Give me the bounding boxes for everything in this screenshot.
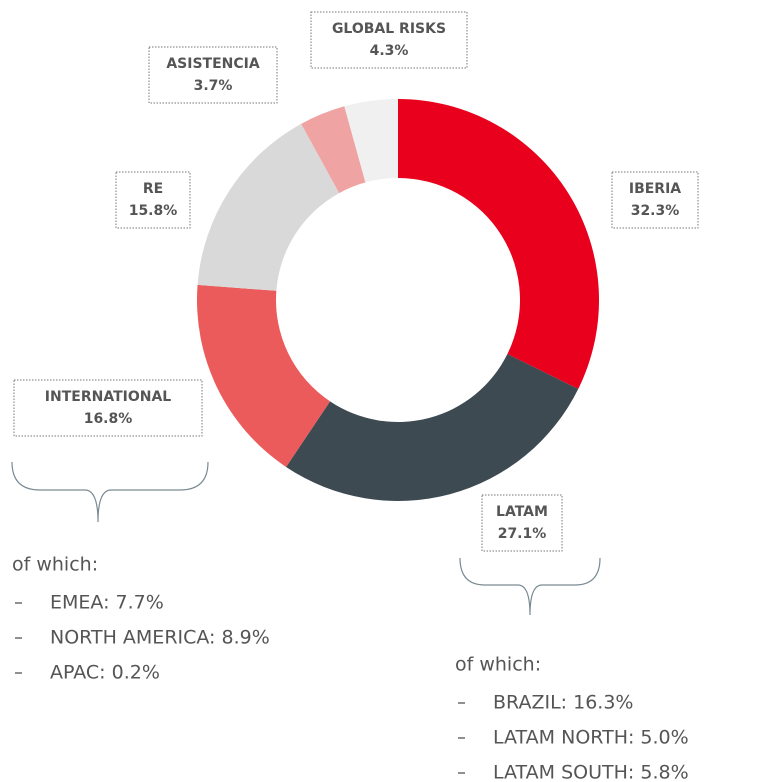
slice-label: GLOBAL RISKS	[332, 21, 446, 37]
slice	[197, 123, 340, 291]
slice-label: ASISTENCIA	[166, 56, 260, 72]
slice	[398, 99, 599, 389]
brace	[459, 557, 601, 616]
slice-label: RE	[143, 181, 163, 197]
slice-value: 32.3%	[631, 203, 680, 219]
slice-value: 16.8%	[84, 411, 133, 427]
label-box	[13, 379, 203, 437]
breakdown-heading: of which:	[12, 554, 98, 576]
label-box	[611, 171, 699, 229]
breakdown-item: NORTH AMERICA: 8.9%	[50, 627, 270, 649]
label-box	[148, 46, 278, 104]
slice-value: 15.8%	[129, 203, 178, 219]
brace	[11, 461, 209, 523]
breakdown-item: BRAZIL: 16.3%	[493, 692, 633, 714]
breakdown-item: APAC: 0.2%	[50, 662, 160, 684]
breakdown-item: LATAM NORTH: 5.0%	[493, 727, 689, 749]
label-box	[310, 11, 468, 69]
slice-label: IBERIA	[629, 181, 681, 197]
label-box	[481, 494, 563, 552]
slice	[301, 106, 366, 194]
slice-value: 3.7%	[194, 78, 233, 94]
slice-value: 4.3%	[370, 43, 409, 59]
slice	[286, 354, 579, 501]
breakdown-item: LATAM SOUTH: 5.8%	[493, 762, 689, 782]
slice-value: 27.1%	[498, 526, 547, 542]
breakdown-item: EMEA: 7.7%	[50, 592, 164, 614]
label-box	[115, 171, 191, 229]
breakdown-heading: of which:	[455, 654, 541, 676]
slice-label: INTERNATIONAL	[45, 389, 171, 405]
slice	[196, 284, 331, 467]
slice-label: LATAM	[496, 504, 548, 520]
slice	[344, 99, 398, 183]
